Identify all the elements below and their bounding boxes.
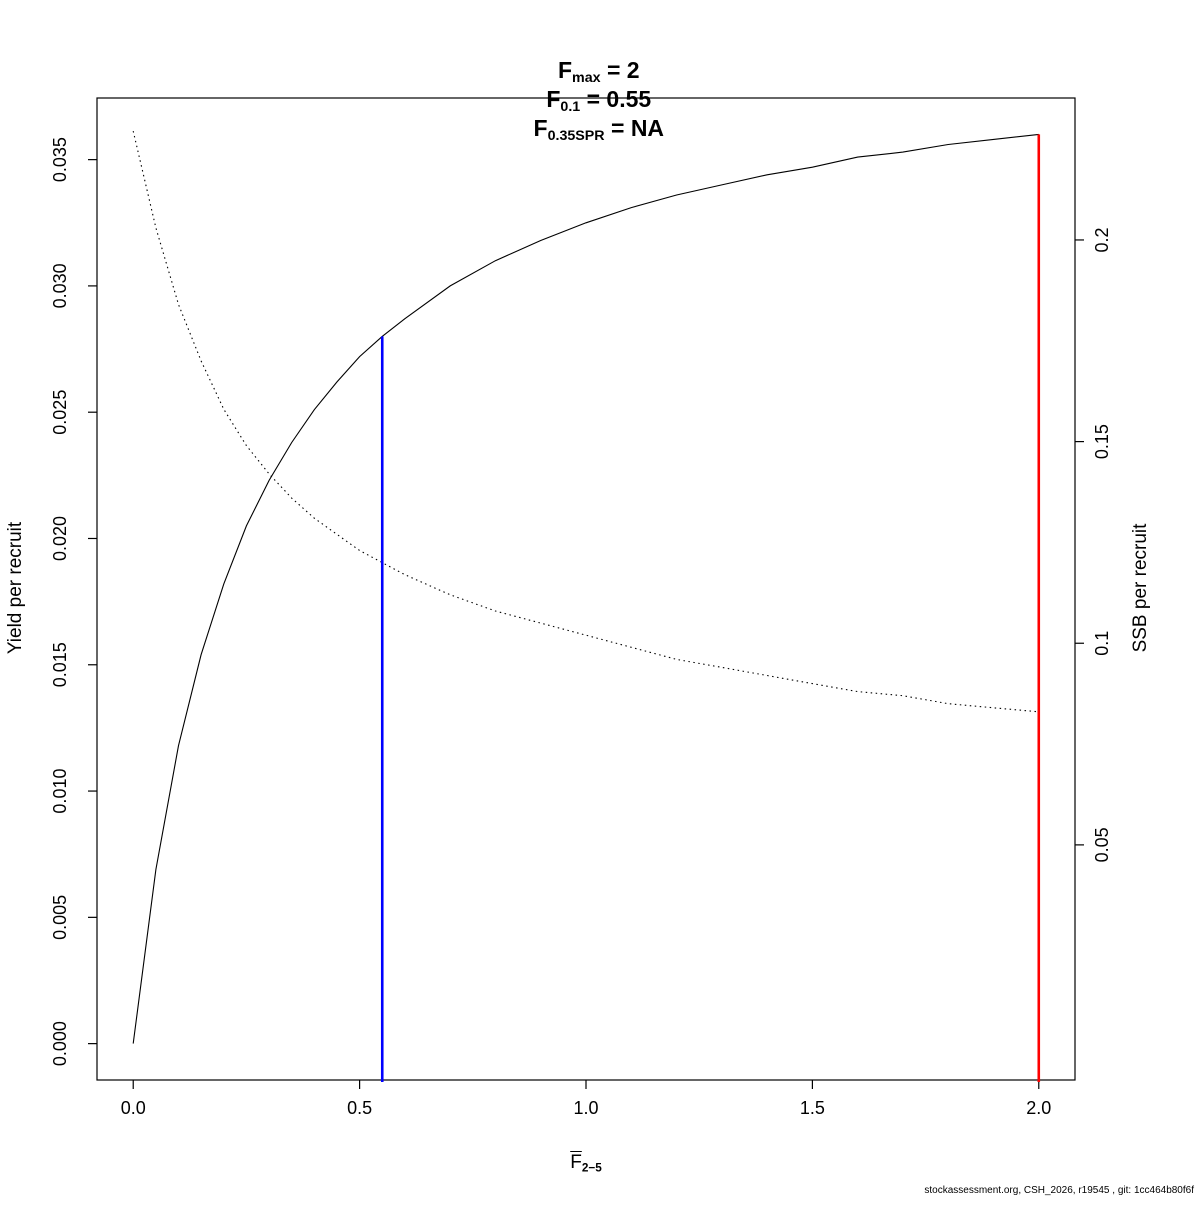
y-right-tick-label: 0.1 bbox=[1092, 631, 1112, 656]
x-tick-label: 0.5 bbox=[347, 1098, 372, 1118]
x-tick-label: 0.0 bbox=[121, 1098, 146, 1118]
y-left-tick-label: 0.025 bbox=[50, 390, 70, 435]
title-f01: F0.1 = 0.55 bbox=[546, 85, 652, 115]
plot-box bbox=[96, 97, 1076, 1081]
x-tick-label: 1.0 bbox=[573, 1098, 598, 1118]
y-left-tick-label: 0.000 bbox=[50, 1021, 70, 1066]
y-right-tick-label: 0.2 bbox=[1092, 227, 1112, 252]
y-right-tick-label: 0.05 bbox=[1092, 827, 1112, 862]
chart-title: Fmax = 2 F0.1 = 0.55 F0.35SPR = NA bbox=[0, 30, 1172, 171]
ssb_per_recruit-curve bbox=[132, 130, 1039, 713]
title-fmax: Fmax = 2 bbox=[557, 57, 640, 86]
y-left-tick-label: 0.010 bbox=[50, 769, 70, 814]
yield_per_recruit-curve bbox=[132, 133, 1039, 1044]
y-left-tick-label: 0.005 bbox=[50, 895, 70, 940]
x-tick-label: 1.5 bbox=[800, 1098, 825, 1118]
x-axis-label: F2−5 bbox=[570, 1152, 602, 1175]
title-f035spr: F0.35SPR = NA bbox=[533, 114, 665, 144]
y-left-tick-label: 0.015 bbox=[50, 642, 70, 687]
x-tick-label: 2.0 bbox=[1026, 1098, 1051, 1118]
y-right-tick-label: 0.15 bbox=[1092, 424, 1112, 459]
y-left-tick-label: 0.030 bbox=[50, 263, 70, 308]
y-axis-left-label: Yield per recruit bbox=[5, 521, 26, 655]
y-axis-right-label: SSB per recruit bbox=[1130, 523, 1151, 653]
y-left-tick-label: 0.035 bbox=[50, 137, 70, 182]
footer-attribution: stockassessment.org, CSH_2026, r19545 , … bbox=[924, 1185, 1194, 1196]
y-left-tick-label: 0.020 bbox=[50, 516, 70, 561]
